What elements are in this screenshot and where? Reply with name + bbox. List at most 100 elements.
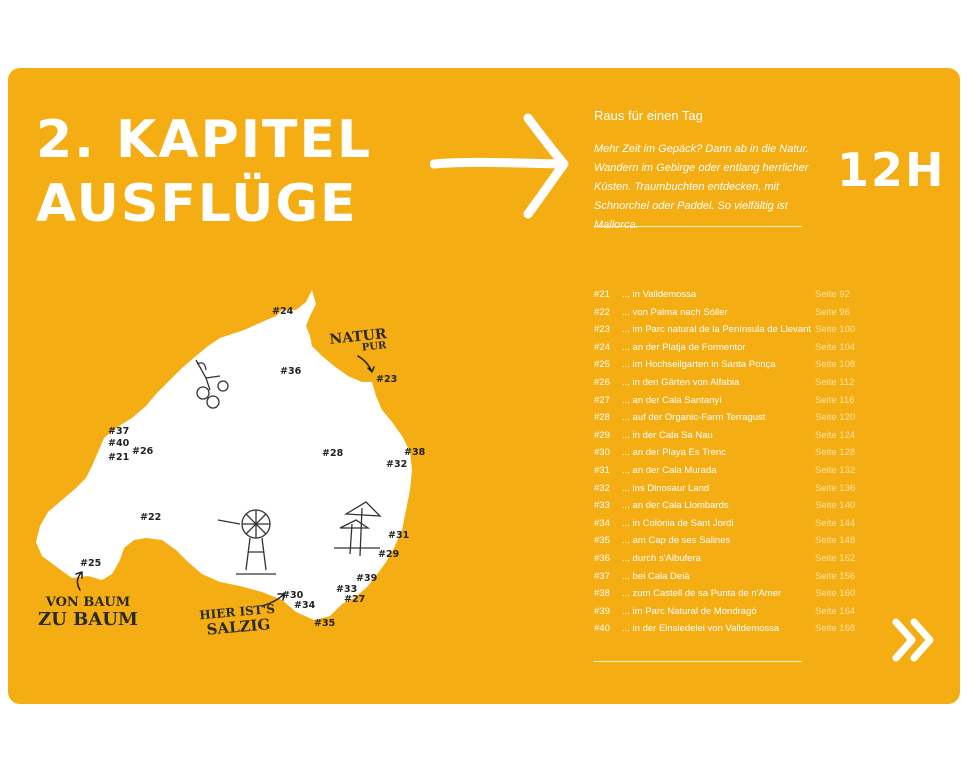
- toc-page: Seite 136: [815, 482, 856, 494]
- toc-number: #38: [594, 588, 610, 600]
- toc-title: ... in der Einsiedelei von Valldemossa: [622, 623, 780, 635]
- toc-number: #31: [594, 464, 610, 476]
- map-marker-label: #21: [108, 452, 130, 463]
- note-von-baum: VON BAUM ZU BAUM: [38, 596, 138, 629]
- toc-number: #29: [594, 429, 610, 441]
- toc-title: ... zum Castell de sa Punta de n'Amer: [622, 588, 782, 600]
- toc-page: Seite 148: [815, 535, 856, 547]
- toc-row: #26 ... in den Gärten von Alfabia Seite 11…: [594, 374, 864, 392]
- toc-number: #37: [594, 570, 610, 582]
- toc-row: #21 ... in Valldemossa Seite 92: [594, 286, 864, 304]
- toc-title: ... in Colònia de Sant Jordi: [622, 517, 734, 529]
- toc-title: ... in der Cala Sa Nau: [622, 429, 713, 441]
- map-marker-label: #28: [322, 448, 344, 459]
- toc-row: #33 ... an der Cala Llombards Seite 140: [594, 497, 864, 515]
- toc-number: #27: [594, 394, 610, 406]
- arrow-right-icon: [430, 113, 569, 219]
- beach-umbrella-icon: [334, 501, 382, 557]
- toc-title: ... im Parc Natural de Mondragó: [622, 605, 757, 617]
- toc-page: Seite 108: [815, 359, 856, 371]
- toc-row: #22 ... von Palma nach Sóller Seite 96: [594, 304, 864, 322]
- divider-bottom: [594, 661, 802, 662]
- toc-row: #29 ... in der Cala Sa Nau Seite 124: [594, 427, 864, 445]
- toc-page: Seite 128: [815, 447, 856, 459]
- toc-page: Seite 132: [815, 464, 856, 476]
- toc-number: #30: [594, 447, 610, 459]
- toc-row: #40 ... in der Einsiedelei von Valldemoss…: [594, 620, 864, 638]
- toc-page: Seite 144: [815, 517, 856, 529]
- toc-page: Seite 96: [815, 306, 850, 318]
- double-chevron-right-icon[interactable]: [890, 616, 940, 666]
- chapter-title-line1: 2. KAPITEL: [36, 110, 373, 170]
- toc-row: #37 ... bei Cala Deià Seite 156: [594, 568, 864, 586]
- note-arrows: [75, 355, 375, 607]
- toc-row: #28 ... auf der Organic-Farm Terragust Sei…: [594, 409, 864, 427]
- toc-page: Seite 92: [815, 289, 850, 300]
- toc-row: #38 ... zum Castell de sa Punta de n'Amer…: [594, 585, 864, 603]
- toc-page: Seite 168: [815, 623, 856, 635]
- map-marker-label: #38: [404, 447, 426, 458]
- toc-number: #33: [594, 500, 610, 512]
- toc-row: #36 ... durch s'Albufera Seite 152: [594, 550, 864, 568]
- toc-row: #24 ... an der Platja de Formentor Seite 1…: [594, 339, 864, 357]
- map-marker-label: #39: [356, 573, 378, 584]
- toc-number: #36: [594, 552, 610, 564]
- map-marker-label: #36: [280, 366, 302, 377]
- toc-page: Seite 164: [815, 605, 856, 617]
- toc-row: #23 ... im Parc natural de la Península d…: [594, 321, 864, 339]
- island-shape: [36, 290, 412, 620]
- toc-number: #21: [594, 289, 610, 300]
- intro-text: Mehr Zeit im Gepäck? Dann ab in die Natu…: [594, 143, 809, 231]
- toc-row: #31 ... an der Cala Murada Seite 132: [594, 462, 864, 480]
- map-marker-label: #24: [272, 306, 294, 317]
- toc-page: Seite 140: [815, 500, 856, 512]
- toc-number: #40: [594, 623, 610, 635]
- toc-title: ... bei Cala Deià: [622, 570, 690, 582]
- toc-row: #39 ... im Parc Natural de Mondragó Seite …: [594, 603, 864, 621]
- toc-page: Seite 156: [815, 570, 856, 582]
- chapter-title: 2. KAPITEL AUSFLÜGE: [36, 108, 372, 236]
- toc-row: #35 ... am Cap de ses Salines Seite 148: [594, 532, 864, 550]
- toc-page: Seite 160: [815, 588, 856, 600]
- toc-title: ... ins Dinosaur Land: [622, 482, 710, 494]
- toc-page: Seite 124: [815, 429, 856, 441]
- map-marker-label: #32: [386, 459, 408, 470]
- note-baum-bottom: ZU BAUM: [38, 609, 138, 630]
- table-of-contents: #21 ... in Valldemossa Seite 92 #22 ... von …: [594, 286, 864, 638]
- map-marker-label: #34: [294, 600, 316, 611]
- toc-title: ... an der Cala Murada: [622, 464, 717, 476]
- toc-row: #32 ... ins Dinosaur Land Seite 136: [594, 480, 864, 498]
- toc-number: #34: [594, 517, 610, 529]
- windmill-icon: [217, 509, 276, 575]
- toc-number: #25: [594, 359, 610, 371]
- toc-page: Seite 100: [815, 324, 856, 336]
- orange-branch-icon: [195, 359, 229, 409]
- toc-row: #25 ... im Hochseilgarten in Santa Ponça S…: [594, 356, 864, 374]
- note-baum-top: VON BAUM: [45, 595, 131, 610]
- toc-page: Seite 104: [815, 341, 856, 353]
- toc-number: #26: [594, 376, 610, 388]
- toc-number: #28: [594, 412, 610, 424]
- toc-row: #34 ... in Colònia de Sant Jordi Seite 144: [594, 515, 864, 533]
- toc-page: Seite 116: [815, 394, 855, 406]
- toc-title: ... an der Cala Llombards: [622, 500, 729, 512]
- toc-title: ... am Cap de ses Salines: [622, 535, 731, 547]
- duration-badge: 12H: [837, 143, 946, 197]
- toc-page: Seite 112: [815, 376, 855, 388]
- section-subtitle: Raus für einen Tag: [594, 108, 703, 123]
- toc-title: ... im Hochseilgarten in Santa Ponça: [622, 359, 776, 371]
- toc-row: #30 ... an der Playa Es Trenc Seite 128: [594, 444, 864, 462]
- toc-title: ... im Parc natural de la Península de L…: [622, 324, 812, 336]
- map-marker-label: #29: [378, 549, 400, 560]
- map-marker-label: #37: [108, 426, 130, 437]
- toc-title: ... an der Playa Es Trenc: [622, 447, 727, 459]
- toc-number: #24: [594, 341, 610, 353]
- toc-number: #22: [594, 306, 610, 318]
- toc-title: ... an der Cala Santanyí: [622, 394, 722, 406]
- map-marker-label: #25: [80, 558, 102, 569]
- toc-title: ... in den Gärten von Alfabia: [622, 376, 740, 388]
- map-marker-label: #30: [282, 590, 304, 601]
- toc-number: #23: [594, 324, 610, 336]
- map-marker-label: #22: [140, 512, 162, 523]
- map-marker-label: #40: [108, 438, 130, 449]
